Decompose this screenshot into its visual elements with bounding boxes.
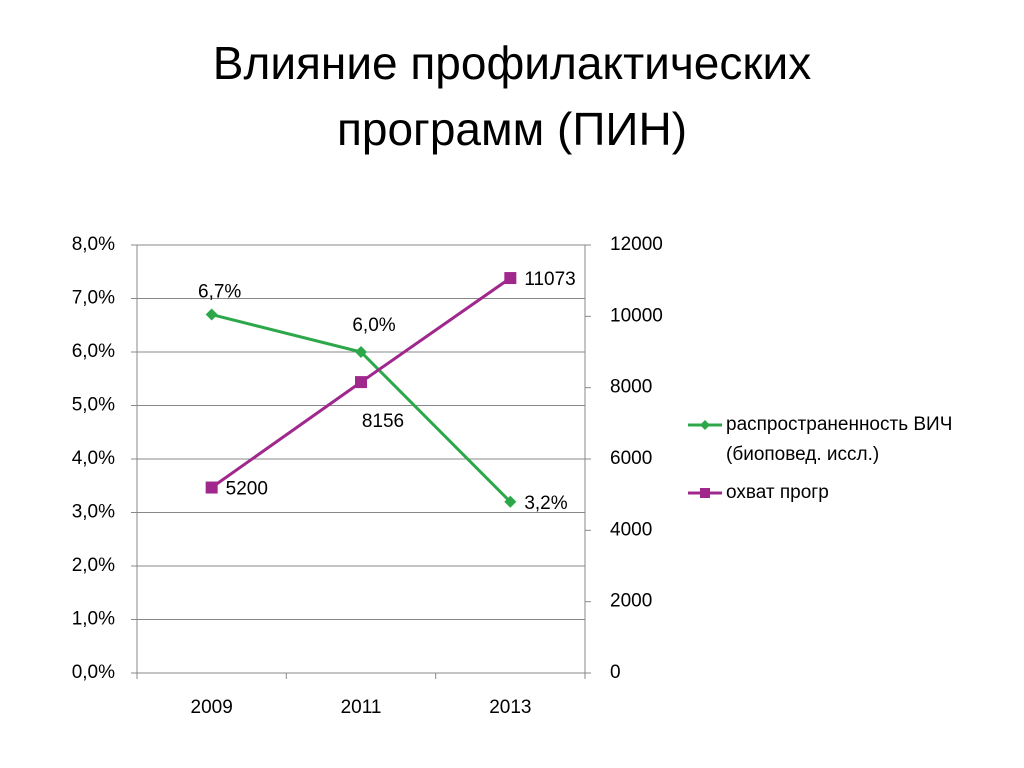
y2-tick-label: 6000 bbox=[610, 448, 652, 469]
legend-item: распространенность ВИЧ (биоповед. исcл.) bbox=[688, 410, 988, 470]
data-label: 5200 bbox=[226, 479, 268, 500]
y-tick-label: 2,0% bbox=[72, 555, 115, 576]
y-tick-label: 7,0% bbox=[72, 288, 115, 309]
legend-item: охват прогр bbox=[688, 478, 988, 508]
legend-symbol bbox=[700, 488, 710, 498]
y2-tick-label: 8000 bbox=[610, 377, 652, 398]
data-label: 6,7% bbox=[198, 282, 241, 303]
data-label: 11073 bbox=[524, 269, 575, 290]
y2-tick-label: 10000 bbox=[610, 305, 663, 326]
series-line bbox=[211, 313, 512, 503]
data-label: 8156 bbox=[362, 411, 404, 432]
y-tick-label: 6,0% bbox=[72, 341, 115, 362]
x-tick-label: 2011 bbox=[341, 697, 382, 718]
x-tick-label: 2013 bbox=[489, 697, 531, 718]
data-label: 3,2% bbox=[524, 493, 567, 514]
y-tick-label: 0,0% bbox=[72, 662, 115, 683]
y2-tick-label: 4000 bbox=[610, 519, 652, 540]
data-point bbox=[355, 346, 367, 358]
y-tick-label: 5,0% bbox=[72, 395, 115, 416]
legend-marker bbox=[688, 420, 722, 430]
data-point bbox=[504, 272, 517, 285]
y-tick-label: 8,0% bbox=[72, 234, 115, 255]
legend-label: распространенность ВИЧ (биоповед. исcл.) bbox=[726, 414, 953, 465]
data-label: 6,0% bbox=[352, 315, 395, 336]
y-tick-label: 3,0% bbox=[72, 502, 115, 523]
x-tick-label: 2009 bbox=[191, 697, 233, 718]
y2-tick-label: 12000 bbox=[610, 234, 663, 255]
legend-symbol bbox=[700, 420, 710, 430]
y-tick-label: 1,0% bbox=[72, 609, 115, 630]
data-point bbox=[205, 481, 218, 494]
y2-tick-label: 2000 bbox=[610, 591, 652, 612]
legend-label: охват прогр bbox=[726, 482, 829, 503]
legend: распространенность ВИЧ (биоповед. исcл.)… bbox=[688, 410, 988, 516]
data-point bbox=[355, 376, 367, 389]
y2-tick-label: 0 bbox=[610, 662, 621, 683]
chart-title: Влияние профилактических программ (ПИН) bbox=[212, 37, 812, 155]
data-point bbox=[504, 495, 517, 508]
data-point bbox=[205, 308, 218, 321]
legend-marker bbox=[688, 488, 722, 498]
y-tick-label: 4,0% bbox=[72, 448, 115, 469]
